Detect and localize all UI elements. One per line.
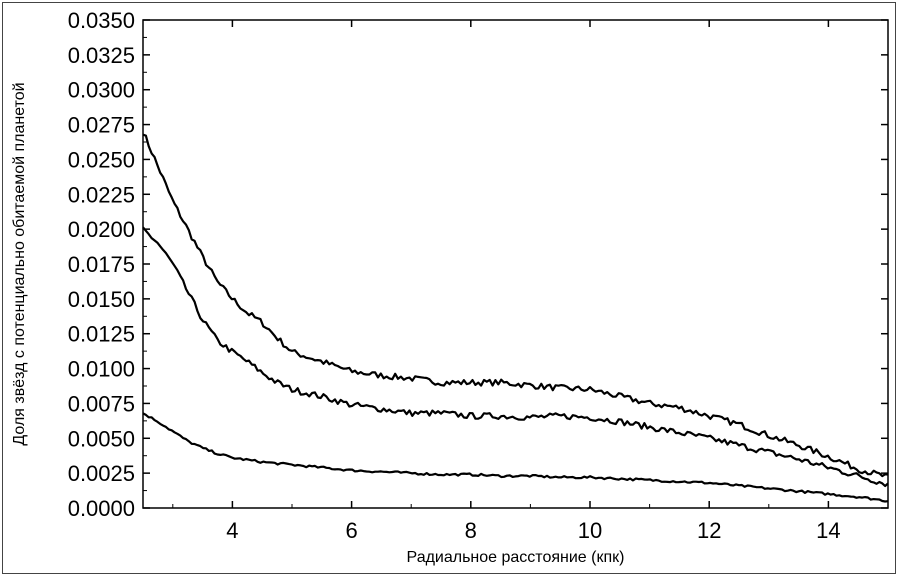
- x-tick-label: 8: [465, 518, 477, 543]
- y-tick-label: 0.0350: [68, 8, 135, 33]
- series-group: [142, 133, 889, 503]
- y-tick-label: 0.0250: [68, 147, 135, 172]
- series-line-3: [142, 412, 889, 503]
- series-line-2: [142, 226, 889, 488]
- x-axis-title: Радиальное расстояние (кпк): [407, 549, 625, 566]
- y-tick-label: 0.0100: [68, 357, 135, 382]
- x-axis: 4 6 8 10 12 14: [172, 20, 889, 543]
- y-tick-label: 0.0275: [68, 113, 135, 138]
- y-tick-label: 0.0000: [68, 496, 135, 521]
- y-tick-label: 0.0050: [68, 426, 135, 451]
- y-tick-label: 0.0025: [68, 461, 135, 486]
- series-line-1: [142, 133, 889, 478]
- x-tick-label: 6: [345, 518, 357, 543]
- x-tick-label: 14: [816, 518, 840, 543]
- plot-border: [142, 19, 889, 509]
- x-tick-label: 12: [697, 518, 721, 543]
- y-tick-label: 0.0075: [68, 391, 135, 416]
- y-tick-label: 0.0175: [68, 252, 135, 277]
- y-axis: 0.0000 0.0025 0.0050 0.0075 0.0100 0.0125 0.01…: [68, 8, 888, 521]
- y-tick-label: 0.0125: [68, 322, 135, 347]
- y-tick-label: 0.0325: [68, 43, 135, 68]
- x-tick-label: 10: [578, 518, 602, 543]
- y-tick-label: 0.0225: [68, 182, 135, 207]
- y-tick-label: 0.0150: [68, 287, 135, 312]
- x-tick-label: 4: [226, 518, 238, 543]
- y-axis-title: Доля звёзд с потенциально обитаемой план…: [11, 82, 28, 445]
- y-tick-label: 0.0200: [68, 217, 135, 242]
- y-tick-label: 0.0300: [68, 78, 135, 103]
